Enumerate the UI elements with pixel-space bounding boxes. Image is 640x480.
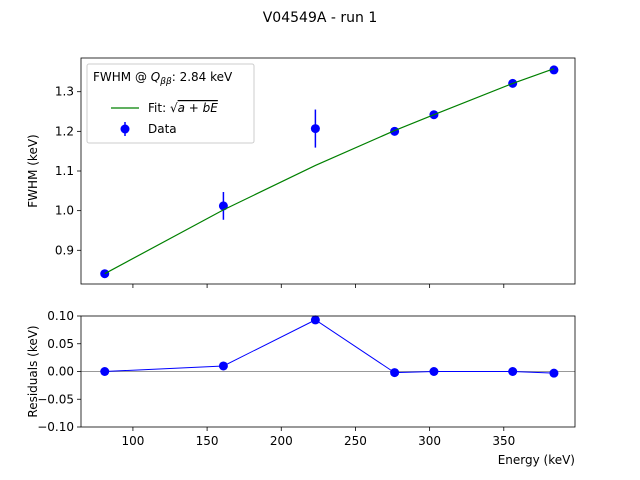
legend-fit-sqrt: √ — [170, 101, 178, 115]
residual-line — [104, 319, 554, 374]
y-tick-label: 0.9 — [55, 243, 74, 257]
data-point — [100, 269, 110, 279]
x-tick-label: 150 — [196, 434, 219, 448]
residual-point — [508, 367, 518, 376]
x-tick-label: 200 — [270, 434, 293, 448]
residual-point — [100, 367, 110, 376]
data-point — [549, 65, 559, 75]
legend-title-subscript: ββ — [159, 77, 172, 87]
y-tick-label: 1.3 — [55, 85, 74, 99]
x-tick-label: 250 — [344, 434, 367, 448]
residual-point — [310, 315, 320, 325]
y-tick-label: 0.00 — [47, 365, 74, 379]
figure-title: V04549A - run 1 — [263, 10, 378, 26]
y-tick-label: 1.1 — [55, 164, 74, 178]
legend-title: FWHM @ Qββ: 2.84 keV — [93, 70, 233, 87]
legend-fit-label: Fit: √a + bE — [148, 101, 218, 115]
residual-point — [218, 361, 228, 371]
x-tick-label: 350 — [492, 434, 515, 448]
legend-frame — [86, 63, 255, 144]
y-tick-label: 0.05 — [47, 337, 74, 351]
legend-title-symbol: Q — [151, 70, 160, 84]
legend-title-prefix: FWHM @ — [93, 70, 151, 84]
legend-fit-expr: a + bE — [178, 101, 219, 115]
residual-point — [549, 368, 559, 378]
x-tick-label: 300 — [418, 434, 441, 448]
y-tick-label: 1.2 — [55, 124, 74, 138]
axes-frame — [80, 57, 576, 285]
residuals-panel: −0.10 −0.05 0.00 0.05 0.10 100 150 200 250 300 350… — [26, 309, 576, 467]
y-axis-label: Residuals (keV) — [26, 325, 40, 417]
legend-title-suffix: : 2.84 keV — [172, 70, 233, 84]
fwhm-panel: 0.9 1.0 1.1 1.2 1.3 FWHM (keV) — [26, 57, 576, 288]
y-tick-label: 0.10 — [47, 309, 74, 323]
fit-line — [104, 68, 555, 275]
residual-point — [390, 368, 400, 378]
legend-data-marker — [120, 124, 130, 134]
axes-frame — [80, 315, 576, 428]
y-tick-label: −0.10 — [37, 420, 74, 434]
x-axis-label: Energy (keV) — [498, 453, 575, 467]
legend-fit-prefix: Fit: — [148, 101, 170, 115]
y-axis-label: FWHM (keV) — [26, 134, 40, 207]
y-tick-label: −0.05 — [37, 392, 74, 406]
legend: FWHM @ Qββ: 2.84 keV Fit: √a + bE Data — [86, 63, 255, 144]
y-tick-label: 1.0 — [55, 204, 74, 218]
x-tick-label: 100 — [121, 434, 144, 448]
data-point — [310, 124, 320, 134]
residual-point — [429, 367, 439, 376]
data-point — [218, 201, 228, 211]
legend-data-label: Data — [148, 122, 177, 136]
